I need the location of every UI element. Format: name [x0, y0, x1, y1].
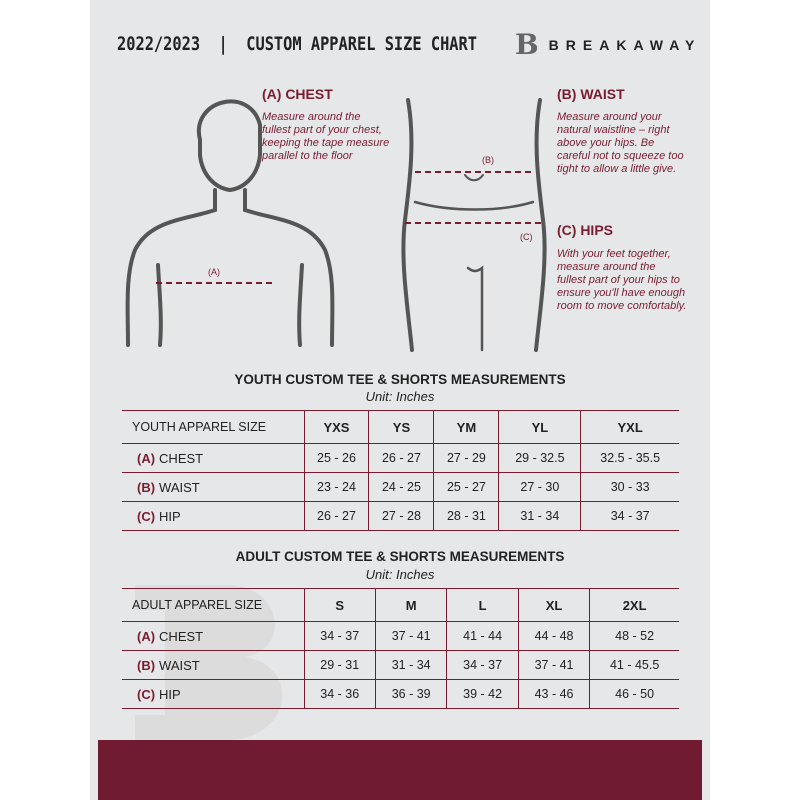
brand: B BREAKAWAY	[515, 28, 701, 61]
measurement-value: 41 - 44	[446, 621, 519, 651]
measurement-value: 37 - 41	[374, 621, 447, 651]
measurement-value: 30 - 33	[580, 472, 679, 502]
size-header: YL	[498, 410, 581, 444]
hips-heading: (C) HIPS	[557, 222, 613, 238]
measurement-value: 27 - 29	[433, 443, 499, 473]
measurement-value: 29 - 32.5	[498, 443, 581, 473]
measurement-value: 34 - 37	[580, 501, 679, 531]
size-label: ADULT APPAREL SIZE	[122, 588, 304, 622]
measurement-value: 32.5 - 35.5	[580, 443, 679, 473]
size-header: S	[303, 588, 376, 622]
measurement-value: 27 - 30	[498, 472, 581, 502]
measurement-value: 25 - 26	[303, 443, 369, 473]
measurement-label: (B) WAIST	[122, 472, 304, 502]
table-row: (A) CHEST 25 - 26 26 - 27 27 - 29 29 - 32.5 32…	[122, 443, 679, 473]
measurement-letter: (C)	[137, 508, 156, 524]
measurement-value: 41 - 45.5	[589, 650, 679, 680]
measurement-name: HIP	[159, 508, 181, 524]
adult-size-table: ADULT APPAREL SIZE S M L XL 2XL (A) CHEST…	[122, 588, 679, 709]
measurement-letter: (C)	[137, 686, 156, 702]
brand-name: BREAKAWAY	[548, 36, 702, 53]
chest-description: Measure around the fullest part of your …	[262, 111, 390, 162]
youth-table-title: YOUTH CUSTOM TEE & SHORTS MEASUREMENTS	[234, 372, 566, 387]
hips-description: With your feet together, measure around …	[557, 248, 687, 312]
waist-description: Measure around your natural waistline – …	[557, 111, 684, 175]
table-row: (B) WAIST 23 - 24 24 - 25 25 - 27 27 - 30 30 -…	[122, 472, 679, 502]
adult-table-unit: Unit: Inches	[365, 567, 435, 582]
size-header: YS	[368, 410, 434, 444]
youth-table-unit: Unit: Inches	[365, 389, 435, 404]
measurement-value: 44 - 48	[517, 621, 590, 651]
measurement-label: (C) HIP	[122, 501, 304, 531]
chest-heading: (A) CHEST	[262, 86, 333, 102]
size-header: L	[446, 588, 519, 622]
table-row: (A) CHEST 34 - 37 37 - 41 41 - 44 44 - 48 48 -…	[122, 621, 679, 651]
measurement-value: 26 - 27	[303, 501, 369, 531]
size-header: 2XL	[589, 588, 679, 622]
table-header-row: ADULT APPAREL SIZE S M L XL 2XL	[122, 588, 679, 622]
measurement-label: (A) CHEST	[122, 621, 304, 651]
measurement-value: 36 - 39	[374, 679, 447, 709]
page-title: 2022/2023 | CUSTOM APPAREL SIZE CHART	[117, 33, 477, 55]
measurement-value: 34 - 37	[446, 650, 519, 680]
measurement-label: (B) WAIST	[122, 650, 304, 680]
measurement-value: 39 - 42	[446, 679, 519, 709]
hip-marker: (C)	[520, 232, 533, 242]
measurement-value: 34 - 37	[303, 621, 376, 651]
table-row: (C) HIP 26 - 27 27 - 28 28 - 31 31 - 34 34 - 3…	[122, 501, 679, 531]
size-header: XL	[517, 588, 590, 622]
size-label: YOUTH APPAREL SIZE	[122, 410, 304, 444]
adult-table-title: ADULT CUSTOM TEE & SHORTS MEASUREMENTS	[235, 549, 565, 564]
lower-body-silhouette	[401, 98, 547, 352]
measurement-letter: (B)	[137, 479, 156, 495]
measurement-name: WAIST	[159, 479, 200, 495]
measurement-value: 48 - 52	[589, 621, 679, 651]
measurement-value: 37 - 41	[517, 650, 590, 680]
size-header: M	[374, 588, 447, 622]
measurement-value: 34 - 36	[303, 679, 376, 709]
measurement-value: 25 - 27	[433, 472, 499, 502]
measurement-name: WAIST	[159, 657, 200, 673]
measurement-value: 26 - 27	[368, 443, 434, 473]
measurement-value: 23 - 24	[303, 472, 369, 502]
measurement-value: 31 - 34	[374, 650, 447, 680]
size-header: YXL	[580, 410, 679, 444]
measurement-value: 24 - 25	[368, 472, 434, 502]
youth-size-table: YOUTH APPAREL SIZE YXS YS YM YL YXL (A) C…	[122, 410, 679, 531]
table-row: (B) WAIST 29 - 31 31 - 34 34 - 37 37 - 41 41 -…	[122, 650, 679, 680]
page-title-wrap: 2022/2023 | CUSTOM APPAREL SIZE CHART	[117, 33, 477, 55]
measurement-label: (C) HIP	[122, 679, 304, 709]
measurement-value: 43 - 46	[517, 679, 590, 709]
measurement-value: 27 - 28	[368, 501, 434, 531]
body-illustrations	[125, 98, 547, 352]
measurement-name: HIP	[159, 686, 181, 702]
measurement-letter: (A)	[137, 450, 156, 466]
measurement-letter: (B)	[137, 657, 156, 673]
measurement-name: CHEST	[159, 628, 204, 644]
measurement-value: 31 - 34	[498, 501, 581, 531]
waist-heading: (B) WAIST	[557, 86, 625, 102]
size-header: YM	[433, 410, 499, 444]
measurement-label: (A) CHEST	[122, 443, 304, 473]
measurement-value: 46 - 50	[589, 679, 679, 709]
measurement-letter: (A)	[137, 628, 156, 644]
chest-marker: (A)	[208, 267, 220, 277]
table-row: (C) HIP 34 - 36 36 - 39 39 - 42 43 - 46 46 - 5…	[122, 679, 679, 709]
measurement-value: 29 - 31	[303, 650, 376, 680]
footer-bar	[98, 740, 702, 800]
brand-logo-icon: B	[515, 28, 539, 61]
table-header-row: YOUTH APPAREL SIZE YXS YS YM YL YXL	[122, 410, 679, 444]
measurement-value: 28 - 31	[433, 501, 499, 531]
size-chart-page: 2022/2023 | CUSTOM APPAREL SIZE CHART B …	[90, 0, 710, 800]
size-header: YXS	[303, 410, 369, 444]
measurement-name: CHEST	[159, 450, 204, 466]
upper-body-silhouette	[125, 99, 335, 347]
waist-marker: (B)	[482, 155, 494, 165]
